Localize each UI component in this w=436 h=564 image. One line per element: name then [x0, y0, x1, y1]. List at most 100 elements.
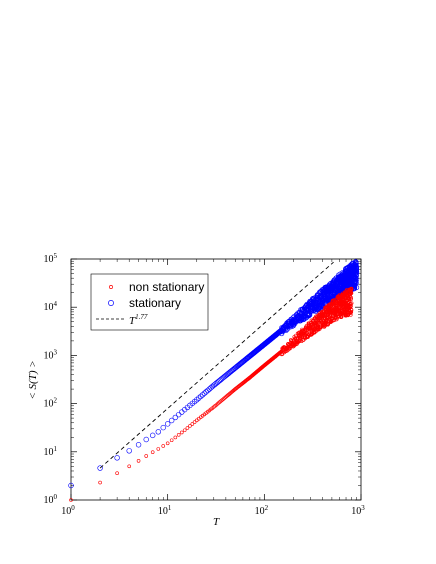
y-tick-label-base: 10 [44, 399, 54, 410]
stationary-point [97, 465, 103, 471]
legend: non stationary stationary T1.77 [90, 273, 209, 331]
non-stationary-point [136, 459, 141, 463]
non-stationary-point [349, 291, 354, 295]
stationary-point [168, 417, 175, 424]
stationary-point [206, 386, 213, 392]
non-stationary-point [176, 433, 181, 437]
non-stationary-point [69, 498, 73, 502]
stationary-point [199, 392, 206, 398]
non-stationary-point [192, 420, 197, 424]
y-tick-label: 101 [44, 445, 58, 458]
stationary-point [352, 275, 359, 282]
x-tick-label-exp: 3 [361, 504, 365, 512]
stationary-point [143, 436, 149, 443]
non-stationary-point [115, 471, 119, 475]
stationary-point [114, 455, 120, 461]
y-tick-label: 105 [44, 252, 58, 265]
stationary-point [149, 432, 156, 439]
non-stationary-point [127, 464, 131, 469]
non-stationary-point [315, 322, 320, 327]
stationary-point [198, 393, 204, 400]
stationary-point [353, 276, 360, 283]
y-tick-label: 103 [44, 348, 58, 361]
y-tick-label-exp: 0 [54, 493, 58, 501]
y-tick-label-base: 10 [44, 350, 54, 361]
non-stationary-point [190, 422, 195, 426]
stationary-point [205, 387, 211, 394]
y-tick-label: 104 [44, 300, 58, 313]
stationary-point [353, 266, 360, 272]
stationary-point [164, 421, 171, 427]
non-stationary-point [349, 295, 353, 300]
non-stationary-point [326, 321, 330, 326]
y-tick-label: 100 [44, 493, 58, 506]
y-tick-label-exp: 3 [54, 348, 58, 356]
legend-label-power-law-exp: 1.77 [135, 313, 148, 321]
non-stationary-point [169, 438, 174, 443]
legend-marker-non-stationary [109, 285, 113, 289]
stationary-point [353, 269, 360, 276]
x-axis-label: T [213, 516, 220, 528]
non-stationary-point [349, 310, 354, 314]
stationary-point [353, 284, 360, 291]
non-stationary-point [349, 308, 354, 312]
x-tick-label-exp: 1 [168, 504, 172, 512]
stationary-point [353, 264, 360, 270]
y-tick-label: 102 [44, 397, 58, 410]
x-tick-label: 102 [255, 504, 269, 517]
stationary-point [203, 389, 209, 395]
x-tick-label-base: 10 [255, 506, 265, 517]
y-tick-label-base: 10 [44, 447, 54, 458]
stationary-point [306, 312, 313, 318]
non-stationary-point [165, 441, 170, 446]
y-tick-label-base: 10 [44, 254, 54, 265]
stationary-point [175, 411, 182, 418]
stationary-point [155, 429, 162, 435]
legend-box [90, 273, 209, 331]
stationary-point [126, 448, 132, 454]
legend-label-non-stationary: non stationary [129, 280, 204, 294]
non-stationary-point [194, 418, 199, 423]
stationary-point [135, 442, 142, 448]
legend-label-power-law-base: T [129, 315, 136, 327]
stationary-point [353, 261, 359, 267]
non-stationary-point [185, 426, 190, 430]
x-tick-label-base: 10 [61, 506, 71, 517]
non-stationary-point [296, 336, 300, 340]
stationary-point [196, 395, 202, 401]
plot-frame [70, 258, 362, 501]
y-tick-label-exp: 2 [54, 397, 58, 405]
legend-label-stationary: stationary [129, 296, 181, 310]
non-stationary-point [173, 435, 178, 440]
non-stationary-point [326, 322, 331, 326]
non-stationary-point [144, 454, 149, 458]
non-stationary-point [223, 395, 227, 400]
non-stationary-point [161, 444, 166, 448]
non-stationary-point [349, 297, 353, 301]
legend-label-power-law: T1.77 [129, 313, 148, 327]
non-stationary-point [349, 301, 354, 305]
y-tick-label-exp: 4 [54, 300, 58, 308]
x-tick-label: 103 [351, 504, 365, 517]
y-tick-label-base: 10 [44, 495, 54, 506]
non-stationary-point [179, 430, 184, 435]
stationary-point [208, 385, 214, 391]
non-stationary-point [349, 287, 354, 291]
y-tick-label-exp: 1 [54, 445, 58, 453]
x-tick-label: 101 [158, 504, 172, 517]
data-marks [68, 259, 360, 502]
stationary-point [160, 424, 166, 431]
y-tick-label-base: 10 [44, 302, 54, 313]
non-stationary-point [182, 428, 187, 433]
x-tick-label-base: 10 [351, 506, 361, 517]
x-tick-label-exp: 2 [265, 504, 269, 512]
legend-marker-stationary [108, 300, 114, 306]
axis-ticks [70, 258, 362, 501]
non-stationary-point [188, 424, 192, 428]
non-stationary-point [312, 330, 317, 335]
x-tick-label: 100 [61, 504, 75, 517]
y-axis-label: < S(T) > [27, 360, 39, 399]
non-stationary-point [150, 450, 155, 454]
